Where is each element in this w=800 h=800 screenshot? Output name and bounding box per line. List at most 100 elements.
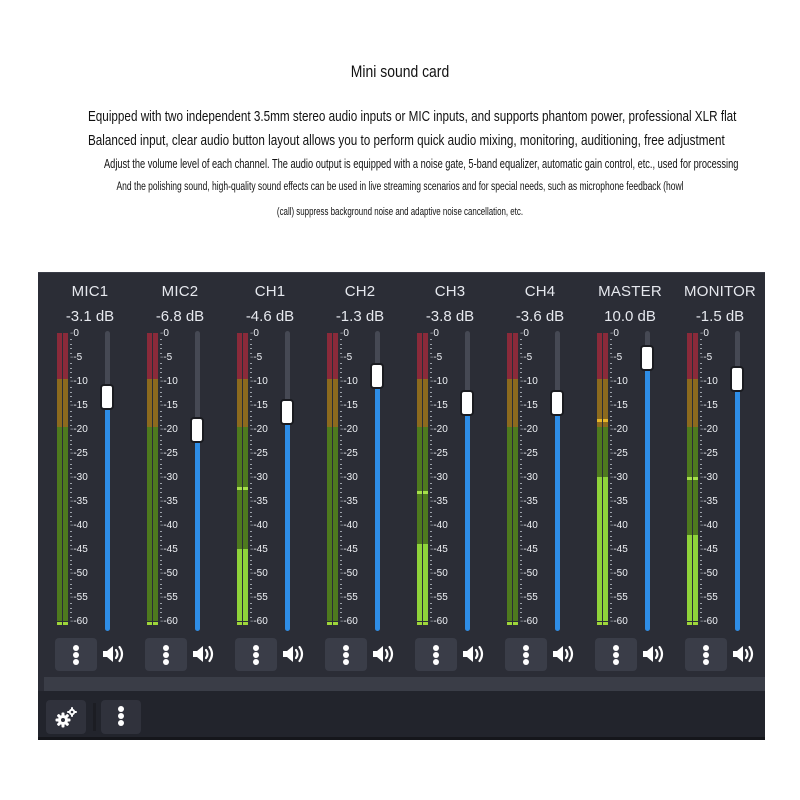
channel-menu-button[interactable] (595, 638, 637, 671)
scale-minor-tick (70, 458, 72, 460)
volume-fader-handle[interactable] (370, 363, 384, 389)
scale-minor-tick (70, 473, 72, 475)
channel-menu-button[interactable] (145, 638, 187, 671)
scale-label: --45 (610, 544, 628, 555)
scale-minor-tick (250, 487, 252, 489)
channel-strip-ch2: CH2 -1.3 dB -0 --5 --10 --15 --20 --25 --30 --35-… (315, 273, 405, 673)
scale-minor-tick (160, 583, 162, 585)
scale-minor-tick (610, 367, 612, 369)
scale-label: --55 (610, 592, 628, 603)
scale-label: --15 (610, 400, 628, 411)
vertical-dots-icon (613, 645, 619, 665)
volume-fader-fill (105, 394, 110, 631)
scale-minor-tick (70, 367, 72, 369)
channel-menu-button[interactable] (505, 638, 547, 671)
scale-minor-tick (160, 593, 162, 595)
scale-minor-tick (160, 521, 162, 523)
meter-bar-right (63, 333, 68, 621)
scale-minor-tick (70, 396, 72, 398)
meter-bar-left (237, 333, 242, 621)
mute-toggle-button[interactable] (101, 642, 127, 666)
volume-fader-handle[interactable] (100, 384, 114, 410)
scale-minor-tick (430, 602, 432, 604)
scale-minor-tick (610, 401, 612, 403)
scale-minor-tick (430, 410, 432, 412)
scale-label: --60 (160, 616, 178, 627)
scale-label: --5 (700, 352, 713, 363)
channel-menu-button[interactable] (325, 638, 367, 671)
peak-indicator-right (693, 477, 698, 480)
scale-minor-tick (430, 362, 432, 364)
scale-minor-tick (250, 377, 252, 379)
scale-minor-tick (430, 439, 432, 441)
channel-menu-button[interactable] (415, 638, 457, 671)
mute-toggle-button[interactable] (641, 642, 667, 666)
horizontal-scrollbar[interactable] (44, 677, 765, 691)
db-scale: -0 --5 --10 --15 --20 --25 --30 --35 --40 --45 --5… (520, 329, 550, 629)
scale-minor-tick (340, 540, 342, 542)
scale-label: --60 (610, 616, 628, 627)
scale-minor-tick (250, 607, 252, 609)
scale-minor-tick (340, 463, 342, 465)
mute-toggle-button[interactable] (281, 642, 307, 666)
channel-name: CH1 (254, 283, 286, 300)
volume-fader-handle[interactable] (640, 345, 654, 371)
channel-menu-button[interactable] (55, 638, 97, 671)
scale-minor-tick (340, 578, 342, 580)
scale-minor-tick (70, 420, 72, 422)
scale-minor-tick (70, 617, 72, 619)
scale-minor-tick (610, 617, 612, 619)
mute-toggle-button[interactable] (371, 642, 397, 666)
scale-minor-tick (430, 564, 432, 566)
scale-minor-tick (160, 391, 162, 393)
scale-minor-tick (160, 617, 162, 619)
channel-menu-button[interactable] (685, 638, 727, 671)
scale-minor-tick (430, 386, 432, 388)
mute-toggle-button[interactable] (731, 642, 757, 666)
volume-fader-handle[interactable] (550, 390, 564, 416)
scale-minor-tick (160, 468, 162, 470)
scale-minor-tick (160, 420, 162, 422)
scale-minor-tick (520, 535, 522, 537)
scale-minor-tick (700, 583, 702, 585)
scale-minor-tick (340, 449, 342, 451)
channel-menu-button[interactable] (235, 638, 277, 671)
scale-minor-tick (520, 612, 522, 614)
scale-minor-tick (610, 463, 612, 465)
scale-minor-tick (250, 353, 252, 355)
volume-fader-handle[interactable] (280, 399, 294, 425)
mute-toggle-button[interactable] (191, 642, 217, 666)
scale-minor-tick (250, 420, 252, 422)
scale-minor-tick (520, 401, 522, 403)
scale-minor-tick (70, 564, 72, 566)
channel-name: CH4 (524, 283, 556, 300)
scale-minor-tick (70, 439, 72, 441)
scale-minor-tick (700, 434, 702, 436)
scale-minor-tick (430, 506, 432, 508)
scale-minor-tick (520, 545, 522, 547)
scale-minor-tick (610, 338, 612, 340)
meter-floor-right (513, 622, 518, 625)
db-scale: -0 --5 --10 --15 --20 --25 --30 --35 --40 --45 --5… (250, 329, 280, 629)
mute-toggle-button[interactable] (461, 642, 487, 666)
scale-minor-tick (610, 487, 612, 489)
description-line-1: Equipped with two independent 3.5mm ster… (88, 108, 737, 125)
scale-label: --35 (250, 496, 268, 507)
scale-label: --10 (160, 376, 178, 387)
channel-volume-db: 10.0 dB (604, 308, 656, 325)
mixer-menu-button[interactable] (101, 700, 141, 734)
volume-fader-handle[interactable] (460, 390, 474, 416)
scale-minor-tick (250, 473, 252, 475)
scale-minor-tick (70, 569, 72, 571)
scale-minor-tick (340, 521, 342, 523)
mute-toggle-button[interactable] (551, 642, 577, 666)
scale-label: --55 (430, 592, 448, 603)
advanced-settings-button[interactable] (46, 700, 86, 734)
scale-label: --60 (250, 616, 268, 627)
volume-fader-handle[interactable] (730, 366, 744, 392)
scale-minor-tick (520, 540, 522, 542)
scale-minor-tick (250, 362, 252, 364)
volume-fader-handle[interactable] (190, 417, 204, 443)
scale-minor-tick (70, 535, 72, 537)
scale-minor-tick (70, 348, 72, 350)
